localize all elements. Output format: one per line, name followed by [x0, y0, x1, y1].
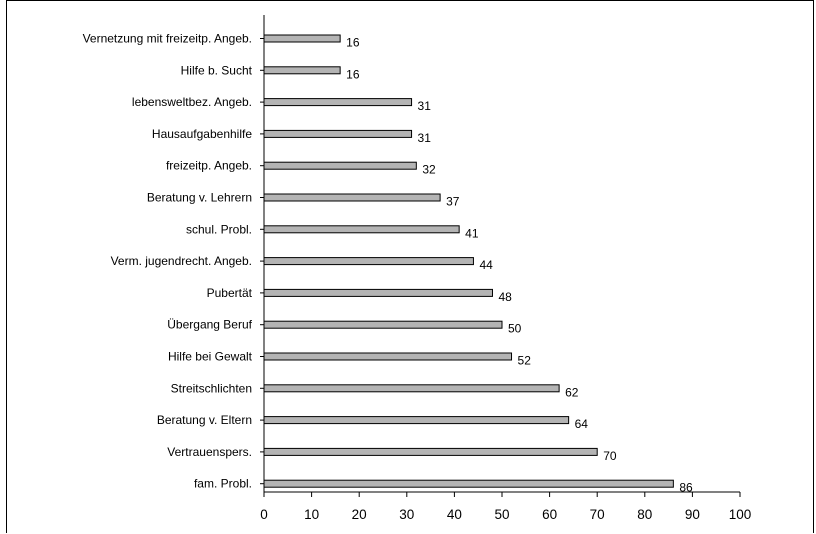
- x-tick-label: 20: [352, 507, 367, 522]
- chart-frame: [6, 0, 814, 533]
- bar-verm-jugendrecht-angeb: [263, 257, 474, 266]
- category-label: freizeitp. Angeb.: [166, 159, 252, 173]
- value-label: 62: [565, 385, 579, 399]
- x-tick-label: 80: [637, 507, 652, 522]
- value-label: 52: [518, 354, 532, 368]
- category-label: Streitschlichten: [171, 381, 252, 395]
- category-label: Hausaufgabenhilfe: [152, 127, 252, 141]
- category-label: Übergang Beruf: [167, 318, 252, 332]
- bar-hilfe-b-sucht: [263, 66, 341, 75]
- value-label: 16: [346, 36, 360, 50]
- bar-freizeitp-angeb: [263, 161, 417, 170]
- bar-pubertät: [263, 288, 493, 297]
- x-tick-label: 50: [494, 507, 509, 522]
- value-label: 64: [575, 417, 589, 431]
- bar-beratung-v-eltern: [263, 416, 570, 425]
- value-label: 32: [422, 163, 436, 177]
- x-tick-label: 70: [590, 507, 605, 522]
- bar-streitschlichten: [263, 384, 560, 393]
- value-label: 41: [465, 226, 479, 240]
- bars-group: [263, 34, 674, 488]
- category-label: Pubertät: [207, 286, 253, 300]
- bar-übergang-beruf: [263, 320, 503, 329]
- value-label: 70: [603, 449, 617, 463]
- category-label: fam. Probl.: [194, 477, 252, 491]
- value-labels-group: 16 16 31 31 32 37 41 44 48 50 52 62 64 70 86: [346, 36, 693, 495]
- value-label: 16: [346, 67, 360, 81]
- x-tick-label: 30: [399, 507, 414, 522]
- x-tick-label: 0: [260, 507, 268, 522]
- value-label: 86: [679, 481, 693, 495]
- x-tick-label: 60: [542, 507, 557, 522]
- category-label: Hilfe b. Sucht: [181, 63, 253, 77]
- x-tick-label: 100: [729, 507, 752, 522]
- x-ticks-group: 0 10 20 30 40 50 60 70 80 90 100: [260, 492, 751, 522]
- value-label: 31: [418, 99, 432, 113]
- value-label: 31: [418, 131, 432, 145]
- value-label: 50: [508, 322, 522, 336]
- value-label: 48: [498, 290, 512, 304]
- category-label: Verm. jugendrecht. Angeb.: [111, 254, 252, 268]
- category-label: Beratung v. Eltern: [157, 413, 252, 427]
- value-label: 37: [446, 195, 460, 209]
- x-tick-label: 10: [304, 507, 319, 522]
- x-tick-label: 90: [685, 507, 700, 522]
- category-label: Vernetzung mit freizeitp. Angeb.: [83, 32, 252, 46]
- category-label: Vertrauenspers.: [167, 445, 252, 459]
- bar-hilfe-bei-gewalt: [263, 352, 513, 361]
- bar-vertrauenspers: [263, 447, 598, 456]
- x-tick-label: 40: [447, 507, 462, 522]
- bar-fam-probl: [263, 479, 674, 488]
- bar-beratung-v-lehrern: [263, 193, 441, 202]
- category-label: Beratung v. Lehrern: [147, 191, 252, 205]
- bar-hausaufgabenhilfe: [263, 129, 413, 138]
- value-label: 44: [479, 258, 493, 272]
- category-label: lebensweltbez. Angeb.: [132, 95, 252, 109]
- category-label: schul. Probl.: [186, 222, 252, 236]
- bar-vernetzung-mit-freizeitp-angeb: [263, 34, 341, 43]
- bar-lebensweltbez-angeb: [263, 98, 413, 107]
- category-labels-group: Vernetzung mit freizeitp. Angeb. Hilfe b.…: [83, 32, 253, 491]
- bar-schul-probl: [263, 225, 460, 234]
- category-label: Hilfe bei Gewalt: [168, 350, 253, 364]
